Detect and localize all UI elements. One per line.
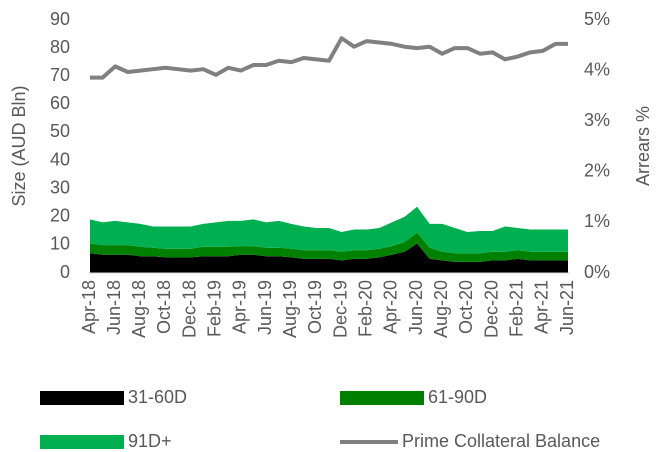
legend-swatch [40, 391, 124, 405]
x-tick-label: Dec-18 [179, 280, 199, 338]
x-tick-label: Dec-19 [330, 280, 350, 338]
y2-tick-label: 1% [584, 211, 610, 231]
x-tick-label: Apr-19 [230, 280, 250, 334]
y2-tick-label: 2% [584, 161, 610, 181]
line [90, 36, 568, 80]
y-tick-label: 80 [50, 37, 70, 57]
y-tick-label: 90 [50, 9, 70, 29]
y-tick-label: 60 [50, 93, 70, 113]
y2-tick-label: 0% [584, 262, 610, 282]
y-tick-label: 30 [50, 177, 70, 197]
y2-tick-label: 4% [584, 59, 610, 79]
x-tick-label: Apr-18 [79, 280, 99, 334]
y2-tick-label: 5% [584, 9, 610, 29]
x-tick-label: Jun-18 [104, 280, 124, 335]
area [90, 243, 568, 273]
x-tick-label: Aug-19 [280, 280, 300, 338]
y-tick-label: 0 [60, 262, 70, 282]
legend-label: 91D+ [128, 431, 172, 451]
x-tick-label: Oct-20 [456, 280, 476, 334]
legend-swatch [40, 435, 124, 449]
y2-axis-title: Arrears % [633, 106, 653, 186]
area [90, 206, 568, 254]
x-tick-label: Apr-21 [532, 280, 552, 334]
x-tick-label: Apr-20 [381, 280, 401, 334]
legend-label: 31-60D [128, 387, 187, 407]
y2-tick-label: 3% [584, 110, 610, 130]
x-tick-label: Oct-19 [305, 280, 325, 334]
y-tick-label: 10 [50, 234, 70, 254]
x-tick-label: Feb-19 [205, 280, 225, 337]
x-tick-label: Dec-20 [481, 280, 501, 338]
x-tick-label: Feb-20 [355, 280, 375, 337]
legend-label: 61-90D [428, 387, 487, 407]
x-tick-label: Jun-20 [406, 280, 426, 335]
y-tick-label: 50 [50, 121, 70, 141]
legend-label: Prime Collateral Balance [402, 431, 600, 451]
x-tick-label: Jun-19 [255, 280, 275, 335]
legend-swatch [340, 391, 424, 405]
y-tick-label: 40 [50, 149, 70, 169]
area [90, 232, 568, 262]
y-tick-label: 20 [50, 206, 70, 226]
x-tick-label: Oct-18 [154, 280, 174, 334]
y-axis-title: Size (AUD Bln) [9, 85, 29, 206]
y-tick-label: 70 [50, 65, 70, 85]
x-tick-label: Feb-21 [506, 280, 526, 337]
x-tick-label: Jun-21 [557, 280, 577, 335]
x-tick-label: Aug-18 [129, 280, 149, 338]
x-tick-label: Aug-20 [431, 280, 451, 338]
